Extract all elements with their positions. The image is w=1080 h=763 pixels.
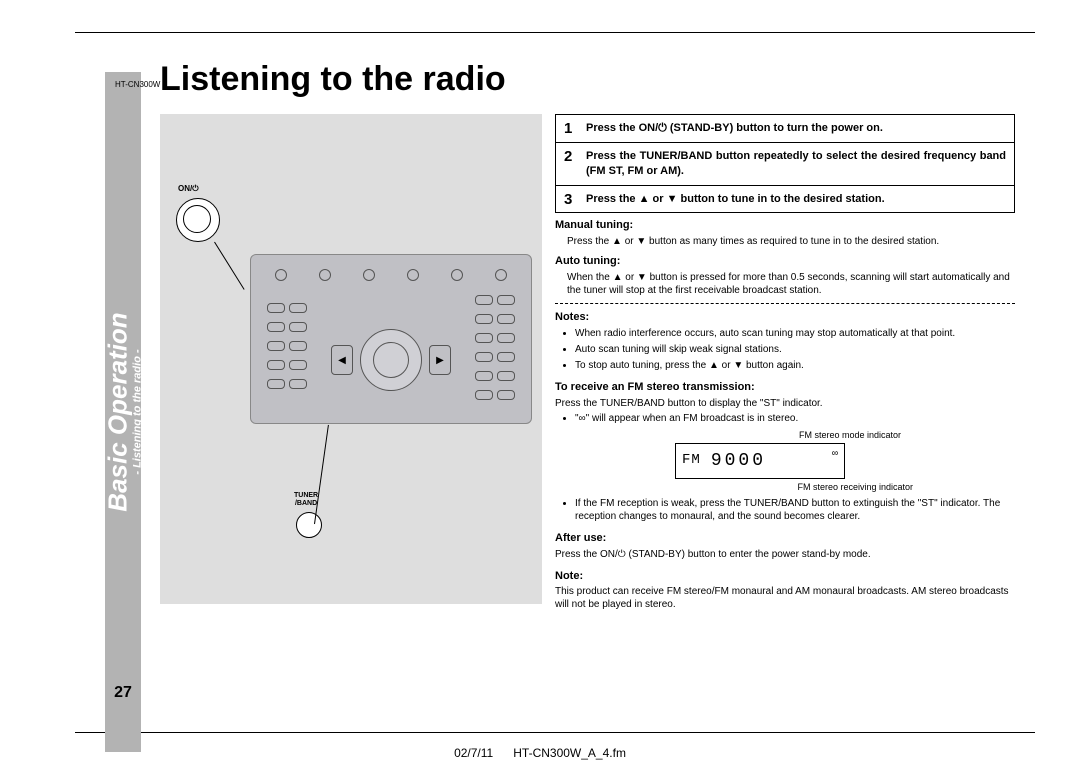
fm-section-h: To receive an FM stereo transmission: bbox=[555, 380, 1015, 395]
lcd-indicator: ∞ bbox=[832, 448, 838, 462]
dotted-divider bbox=[555, 303, 1015, 304]
device-diagram: ON/⏻ TUNER /BAND bbox=[160, 114, 542, 604]
step-3: 3 Press the ▲ or ▼ button to tune in to … bbox=[555, 185, 1015, 214]
auto-h: Auto tuning: bbox=[555, 254, 1015, 269]
tuner-label-1: TUNER bbox=[294, 492, 318, 499]
footer: 02/7/11 HT-CN300W_A_4.fm bbox=[0, 746, 1080, 760]
step-1-text: Press the ON/⏻ (STAND-BY) button to turn… bbox=[586, 122, 883, 134]
callout-stereo-mode: FM stereo mode indicator bbox=[799, 429, 901, 441]
pointer-tuner bbox=[314, 425, 329, 524]
after-h: After use: bbox=[555, 531, 1015, 546]
instructions-column: 1 Press the ON/⏻ (STAND-BY) button to tu… bbox=[555, 114, 1015, 613]
lcd-band: FM bbox=[682, 451, 701, 470]
step-2-num: 2 bbox=[564, 147, 572, 167]
step-1-num: 1 bbox=[564, 119, 572, 139]
sidebar-main: Basic Operation bbox=[103, 312, 134, 511]
fm-bullet: "∞" will appear when an FM broadcast is … bbox=[575, 412, 1015, 425]
lcd-freq: 9000 bbox=[711, 449, 766, 473]
tuner-label-2: /BAND bbox=[295, 500, 317, 507]
note-item: To stop auto tuning, press the ▲ or ▼ bu… bbox=[575, 359, 1015, 372]
callout-stereo-recv: FM stereo receiving indicator bbox=[797, 481, 913, 493]
step-3-num: 3 bbox=[564, 190, 572, 210]
step-1: 1 Press the ON/⏻ (STAND-BY) button to tu… bbox=[555, 114, 1015, 143]
page-number: 27 bbox=[105, 684, 141, 702]
lcd-diagram: FM stereo mode indicator FM 9000 ∞ FM st… bbox=[675, 431, 895, 491]
note-item: When radio interference occurs, auto sca… bbox=[575, 327, 1015, 340]
fm-p1: Press the TUNER/BAND button to display t… bbox=[555, 397, 1015, 410]
bottom-rule bbox=[75, 732, 1035, 733]
manual-p: Press the ▲ or ▼ button as many times as… bbox=[567, 235, 1015, 248]
tuner-label: TUNER /BAND bbox=[294, 492, 318, 507]
notes-h: Notes: bbox=[555, 310, 1015, 325]
note2-h: Note: bbox=[555, 569, 1015, 584]
weak-bullet: If the FM reception is weak, press the T… bbox=[575, 497, 1015, 523]
step-3-text: Press the ▲ or ▼ button to tune in to th… bbox=[586, 193, 885, 205]
auto-p: When the ▲ or ▼ button is pressed for mo… bbox=[567, 271, 1015, 297]
footer-file: HT-CN300W_A_4.fm bbox=[513, 746, 626, 760]
page-body: Basic Operation - Listening to the radio… bbox=[75, 32, 1035, 720]
footer-date: 02/7/11 bbox=[454, 746, 493, 760]
on-button-graphic bbox=[176, 198, 220, 242]
manual-h: Manual tuning: bbox=[555, 218, 1015, 233]
pointer-on bbox=[214, 242, 245, 290]
center-knob bbox=[360, 329, 422, 391]
fm-bullets: "∞" will appear when an FM broadcast is … bbox=[575, 412, 1015, 425]
right-arrow-btn: ▶ bbox=[429, 345, 451, 375]
lcd-display: FM 9000 ∞ bbox=[675, 443, 845, 479]
note-item: Auto scan tuning will skip weak signal s… bbox=[575, 343, 1015, 356]
after-p: Press the ON/⏻ (STAND-BY) button to ente… bbox=[555, 548, 1015, 561]
left-arrow-btn: ◀ bbox=[331, 345, 353, 375]
notes-list: When radio interference occurs, auto sca… bbox=[575, 327, 1015, 372]
sidebar-tab: Basic Operation - Listening to the radio… bbox=[105, 72, 141, 752]
model-code: HT-CN300W bbox=[115, 80, 160, 89]
step-2: 2 Press the TUNER/BAND button repeatedly… bbox=[555, 142, 1015, 186]
note2-p: This product can receive FM stereo/FM mo… bbox=[555, 585, 1015, 611]
on-label: ON/⏻ bbox=[178, 184, 199, 194]
tuner-button-graphic bbox=[296, 512, 322, 538]
remote-panel: ◀ ▶ bbox=[250, 254, 532, 424]
weak-note: If the FM reception is weak, press the T… bbox=[575, 497, 1015, 523]
page-title: Listening to the radio bbox=[160, 60, 506, 99]
step-2-text: Press the TUNER/BAND button repeatedly t… bbox=[586, 150, 1006, 177]
